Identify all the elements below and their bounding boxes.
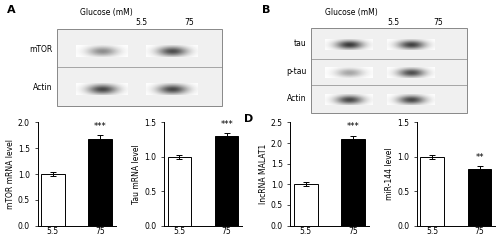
Bar	[342, 139, 365, 226]
Text: A: A	[8, 5, 16, 15]
Bar	[311, 28, 466, 113]
Bar	[168, 157, 191, 226]
Y-axis label: mTOR mRNA level: mTOR mRNA level	[6, 139, 15, 209]
Text: mTOR: mTOR	[29, 45, 52, 54]
Text: ***: ***	[220, 120, 233, 129]
Text: 5.5: 5.5	[136, 18, 147, 27]
Text: 5.5: 5.5	[388, 18, 400, 27]
Bar	[57, 30, 222, 106]
Y-axis label: miR-144 level: miR-144 level	[386, 148, 394, 200]
Text: Actin: Actin	[287, 94, 306, 103]
Text: p-tau: p-tau	[286, 67, 306, 76]
Text: 75: 75	[184, 18, 194, 27]
Text: Glucose (mM): Glucose (mM)	[80, 8, 133, 18]
Text: ***: ***	[94, 122, 106, 131]
Bar	[41, 174, 64, 226]
Bar	[420, 157, 444, 226]
Text: 75: 75	[434, 18, 444, 27]
Text: B: B	[262, 5, 270, 15]
Y-axis label: Tau mRNA level: Tau mRNA level	[132, 144, 141, 204]
Text: tau: tau	[294, 39, 306, 48]
Bar	[468, 169, 491, 226]
Bar	[294, 184, 318, 226]
Bar	[88, 139, 112, 226]
Text: D: D	[244, 114, 253, 124]
Y-axis label: lncRNA MALAT1: lncRNA MALAT1	[259, 144, 268, 204]
Text: Glucose (mM): Glucose (mM)	[326, 8, 378, 18]
Bar	[215, 136, 238, 226]
Text: ***: ***	[347, 122, 360, 132]
Text: Actin: Actin	[32, 83, 52, 92]
Text: **: **	[476, 153, 484, 162]
